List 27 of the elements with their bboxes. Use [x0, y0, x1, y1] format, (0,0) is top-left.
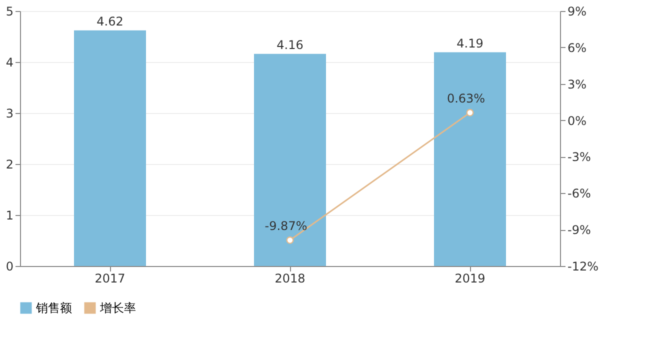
data-label: 0.63% [446, 92, 486, 106]
data-label: 4.19 [456, 36, 484, 50]
y-tick-label: 4 [6, 56, 14, 70]
y2-tick-label: 6% [568, 40, 587, 55]
y2-tick-label: -9% [568, 223, 591, 238]
y-tick-label: 1 [6, 208, 14, 222]
y2-tick-label: 9% [568, 4, 587, 18]
data-label: -9.87% [264, 219, 308, 234]
legend-label: 销售额 [35, 301, 72, 315]
data-label: 4.62 [96, 14, 124, 28]
bar [434, 52, 506, 266]
y2-tick-label: 0% [568, 114, 587, 128]
bar [74, 30, 146, 266]
y-tick-label: 2 [6, 158, 14, 172]
x-tick-label: 2018 [274, 272, 306, 286]
y-tick-label: 3 [6, 106, 14, 120]
x-tick-label: 2019 [454, 272, 486, 286]
legend-label: 增长率 [99, 301, 136, 315]
y2-tick-label: -6% [568, 186, 591, 201]
x-tick-label: 2017 [94, 272, 126, 286]
bar [254, 54, 326, 266]
data-label: 4.16 [276, 38, 304, 52]
y-tick-label: 5 [6, 4, 14, 18]
y2-tick-label: 3% [568, 77, 587, 92]
y-tick-label: 0 [6, 260, 14, 274]
y2-tick-label: -12% [568, 260, 599, 274]
y2-tick-label: -3% [568, 150, 591, 164]
